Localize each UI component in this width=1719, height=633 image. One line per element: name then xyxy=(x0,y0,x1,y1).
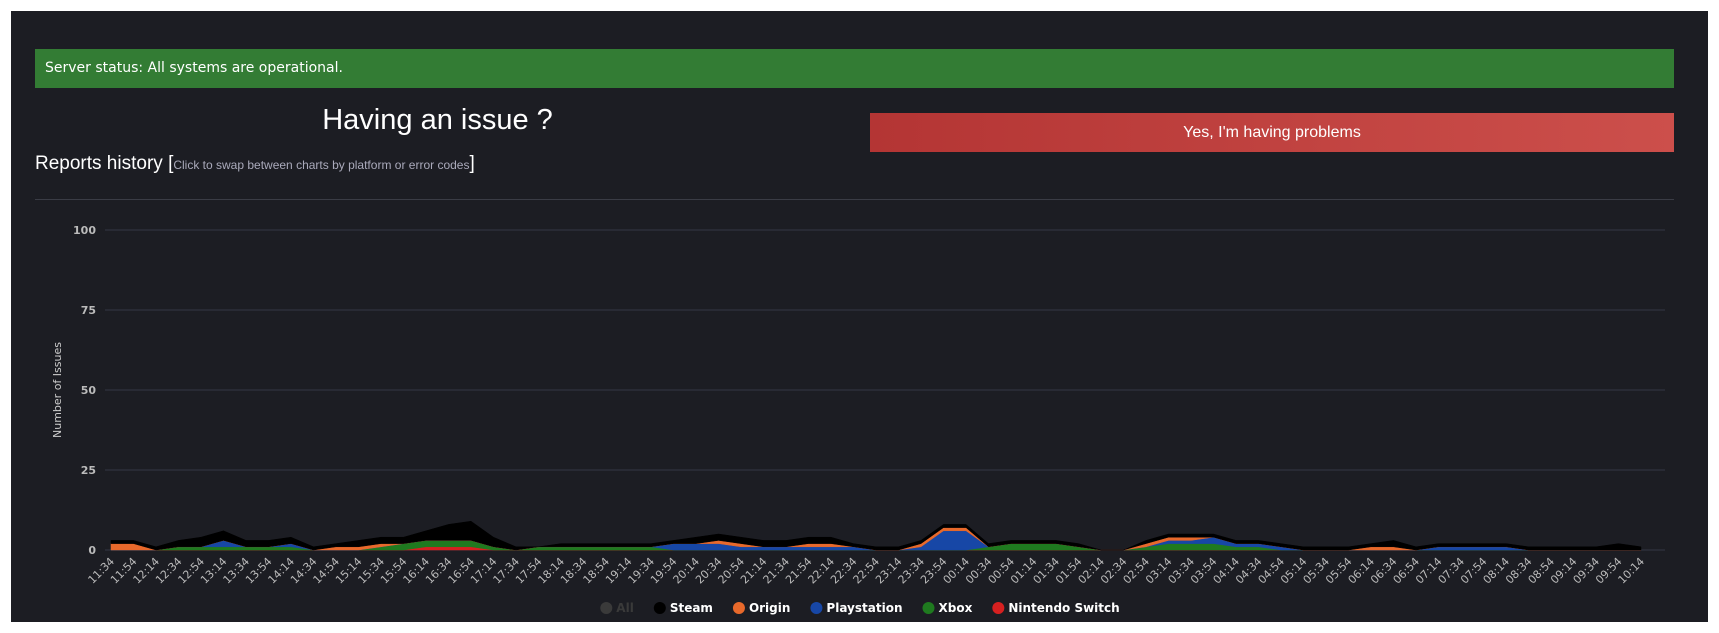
report-button[interactable]: Yes, I'm having problems xyxy=(870,113,1674,152)
legend-label: Steam xyxy=(670,601,713,615)
y-tick-label: 75 xyxy=(81,304,96,317)
area xyxy=(110,520,1642,551)
legend-item[interactable]: All xyxy=(600,601,634,615)
legend-label: Nintendo Switch xyxy=(1008,601,1119,615)
legend-label: Origin xyxy=(749,601,790,615)
y-tick-label: 50 xyxy=(81,384,97,397)
status-bar: Server status: All systems are operation… xyxy=(35,49,1674,88)
legend-marker xyxy=(653,602,666,614)
legend-item[interactable]: Nintendo Switch xyxy=(992,601,1120,615)
y-tick-label: 0 xyxy=(88,544,96,557)
y-axis-label: Number of Issues xyxy=(51,342,64,438)
legend-item[interactable]: Steam xyxy=(653,601,713,615)
reports-header: Reports history [Click to swap between c… xyxy=(35,153,475,175)
y-tick-label: 25 xyxy=(81,464,96,477)
legend: All Steam Origin Playstation Xbox Nintendo Sw… xyxy=(600,601,1120,615)
legend-label: Playstation xyxy=(826,601,902,615)
legend-marker xyxy=(810,602,823,614)
issue-heading: Having an issue ? xyxy=(322,104,553,136)
legend-label: Xbox xyxy=(939,601,973,615)
legend-item[interactable]: Xbox xyxy=(922,601,973,615)
panel xyxy=(11,11,1708,622)
legend-marker xyxy=(600,602,613,614)
legend-marker xyxy=(732,602,745,614)
divider xyxy=(35,199,1674,200)
legend-label: All xyxy=(616,601,634,615)
bracket: ] xyxy=(469,153,475,174)
y-tick-label: 100 xyxy=(73,224,96,237)
legend-marker xyxy=(922,602,935,614)
legend-item[interactable]: Playstation xyxy=(810,601,903,615)
legend-item[interactable]: Origin xyxy=(732,601,790,615)
reports-hint[interactable]: Click to swap between charts by platform… xyxy=(173,158,470,172)
bracket: [ xyxy=(168,153,174,174)
reports-title: Reports history xyxy=(35,153,163,174)
x-tick-label: 10:14 xyxy=(1616,555,1648,587)
legend-marker xyxy=(992,602,1005,614)
